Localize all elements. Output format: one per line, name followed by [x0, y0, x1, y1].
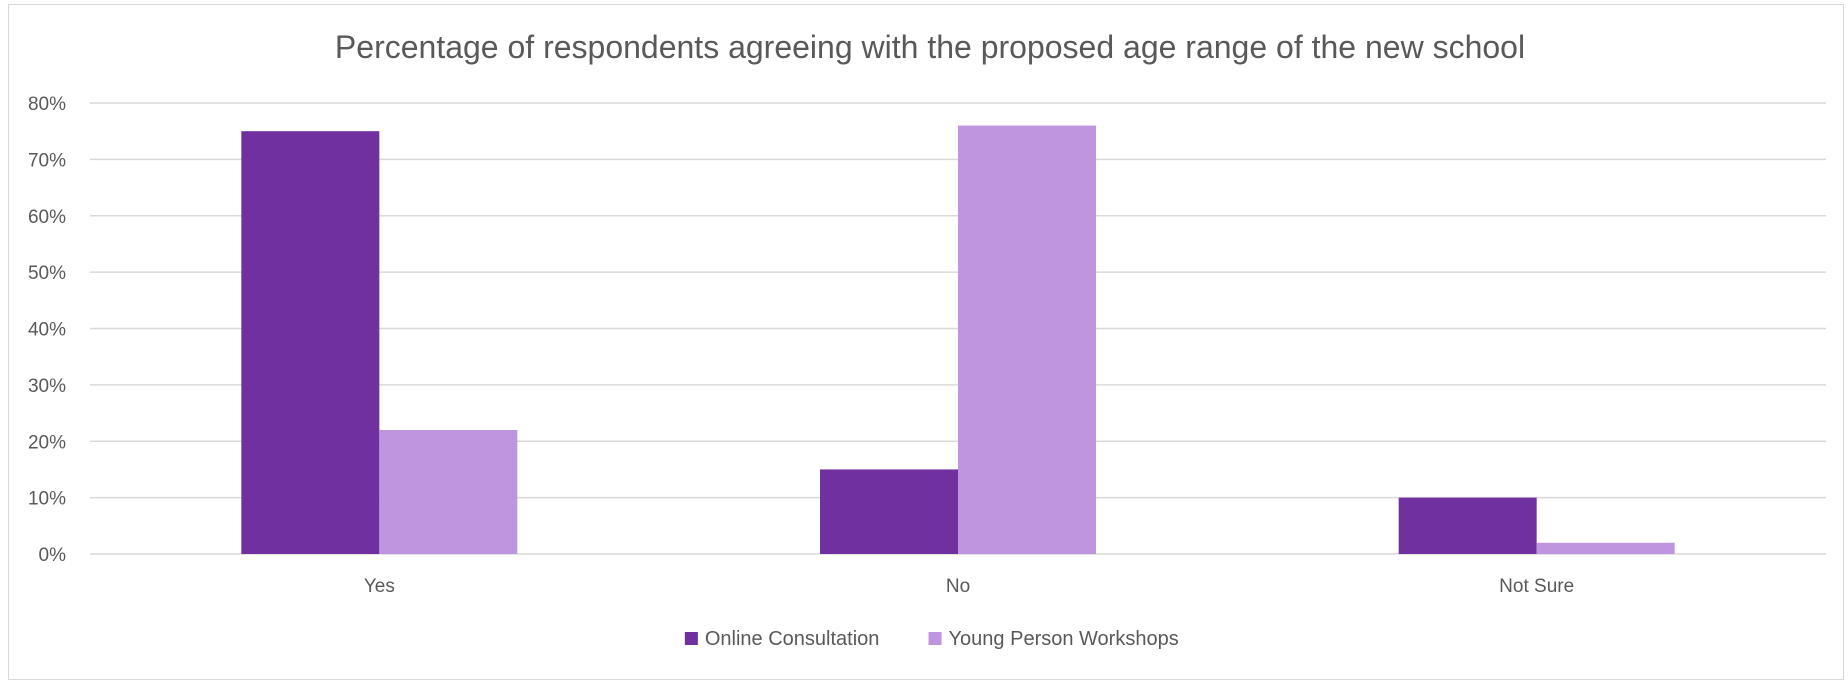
- x-tick-label: Not Sure: [1499, 576, 1574, 597]
- y-tick-label: 20%: [28, 432, 66, 453]
- chart-title: Percentage of respondents agreeing with …: [335, 29, 1525, 65]
- y-tick-label: 70%: [28, 150, 66, 171]
- x-tick-label: Yes: [364, 576, 395, 597]
- bar-young-person-workshops-not-sure: [1536, 542, 1675, 554]
- y-tick-label: 30%: [28, 376, 66, 397]
- y-tick-label: 0%: [39, 545, 67, 566]
- legend-label: Young Person Workshops: [949, 628, 1179, 650]
- y-tick-label: 80%: [28, 94, 66, 115]
- bar-online-consultation-yes: [241, 131, 380, 554]
- y-tick-label: 10%: [28, 489, 66, 510]
- x-tick-label: No: [946, 576, 970, 597]
- y-tick-label: 50%: [28, 263, 66, 284]
- bar-online-consultation-not-sure: [1398, 497, 1537, 554]
- legend-label: Online Consultation: [705, 628, 880, 650]
- y-tick-label: 40%: [28, 320, 66, 341]
- bars: [241, 125, 1675, 555]
- y-axis-tick-labels: 0% 10% 20% 30% 40% 50% 60% 70% 80%: [28, 94, 66, 566]
- legend-swatch: [928, 632, 942, 645]
- legend: Online Consultation Young Person Workshop…: [684, 628, 1179, 650]
- bar-young-person-workshops-no: [958, 125, 1096, 555]
- y-tick-label: 60%: [28, 207, 66, 228]
- legend-swatch: [684, 632, 698, 645]
- x-axis-tick-labels: Yes No Not Sure: [364, 576, 1574, 597]
- bar-online-consultation-no: [820, 469, 958, 554]
- bar-young-person-workshops-yes: [379, 429, 518, 554]
